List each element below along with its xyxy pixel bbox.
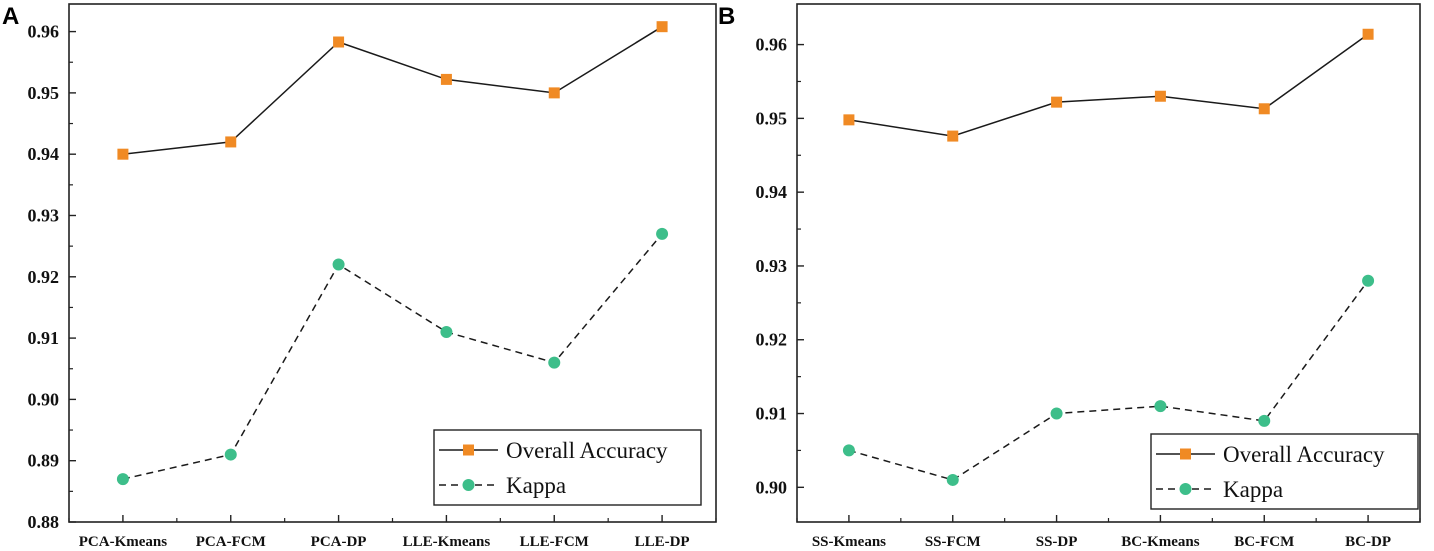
accuracy-point [548, 87, 560, 99]
legend-label: Kappa [1223, 477, 1283, 502]
kappa-point [1050, 407, 1063, 420]
y-tick-label: 0.93 [756, 256, 788, 276]
legend: Overall Accuracy Kappa [433, 429, 702, 506]
y-tick-label: 0.95 [28, 83, 60, 103]
accuracy-point [1154, 90, 1166, 102]
legend-accuracy-marker [1180, 448, 1191, 460]
accuracy-point [1051, 96, 1063, 108]
kappa-point [1154, 400, 1167, 413]
accuracy-point [1258, 103, 1270, 115]
legend: Overall Accuracy Kappa [1150, 433, 1419, 510]
kappa-point [1258, 414, 1271, 427]
legend-accuracy-marker [463, 444, 474, 456]
x-tick-label: SS-FCM [925, 534, 981, 550]
panel-label: A [2, 3, 19, 30]
kappa-point [656, 227, 669, 240]
legend-label: Overall Accuracy [506, 438, 668, 463]
y-tick-label: 0.88 [28, 512, 60, 532]
accuracy-point [117, 148, 129, 160]
y-tick-label: 0.90 [756, 477, 788, 497]
x-tick-label: PCA-DP [311, 534, 367, 550]
y-tick-label: 0.96 [756, 35, 788, 55]
x-tick-label: SS-Kmeans [812, 534, 886, 550]
x-tick-label: LLE-Kmeans [403, 534, 491, 550]
kappa-point [842, 444, 855, 457]
y-tick-label: 0.95 [756, 108, 788, 128]
y-tick-label: 0.91 [756, 404, 788, 424]
x-tick-label: LLE-FCM [520, 534, 589, 550]
kappa-point [332, 258, 345, 271]
legend-label: Overall Accuracy [1223, 442, 1385, 467]
kappa-point [548, 356, 561, 369]
x-tick-label: BC-DP [1345, 534, 1391, 550]
accuracy-point [440, 73, 452, 85]
accuracy-point [1362, 28, 1374, 40]
legend-kappa-marker [462, 479, 475, 491]
x-tick-label: BC-FCM [1234, 534, 1294, 550]
x-tick-label: LLE-DP [635, 534, 690, 550]
x-tick-label: SS-DP [1036, 534, 1078, 550]
accuracy-point [947, 130, 959, 142]
accuracy-point [333, 36, 345, 48]
kappa-point [946, 473, 959, 486]
y-tick-label: 0.92 [756, 330, 788, 350]
panel-a: 0.88 0.89 0.90 0.91 0.92 0.93 0.94 0.95 0.96 PCA-… [2, 3, 717, 550]
y-tick-label: 0.89 [28, 451, 60, 471]
kappa-point [1362, 274, 1375, 287]
y-tick-label: 0.94 [28, 144, 60, 164]
legend-label: Kappa [506, 473, 566, 498]
panel-b: 0.90 0.91 0.92 0.93 0.94 0.95 0.96 SS-Kmeans SS-… [718, 3, 1421, 550]
y-tick-label: 0.91 [28, 328, 60, 348]
legend-kappa-marker [1179, 483, 1192, 495]
legend-box [433, 429, 702, 506]
y-tick-label: 0.96 [28, 22, 60, 42]
kappa-point [440, 325, 453, 338]
y-tick-label: 0.92 [28, 267, 60, 287]
accuracy-point [225, 136, 237, 148]
kappa-point [224, 448, 237, 461]
series-line [848, 33, 1369, 137]
legend-box [1150, 433, 1419, 510]
y-tick-label: 0.94 [756, 182, 788, 202]
x-tick-label: PCA-Kmeans [79, 534, 167, 550]
accuracy-point [656, 21, 668, 33]
kappa-point [116, 473, 129, 486]
x-tick-label: PCA-FCM [196, 534, 266, 550]
y-tick-label: 0.93 [28, 205, 60, 225]
y-tick-label: 0.90 [28, 389, 60, 409]
series-line [848, 280, 1369, 481]
accuracy-point [843, 114, 855, 126]
panel-label: B [718, 3, 735, 30]
series-line [122, 26, 663, 155]
x-tick-label: BC-Kmeans [1121, 534, 1199, 550]
